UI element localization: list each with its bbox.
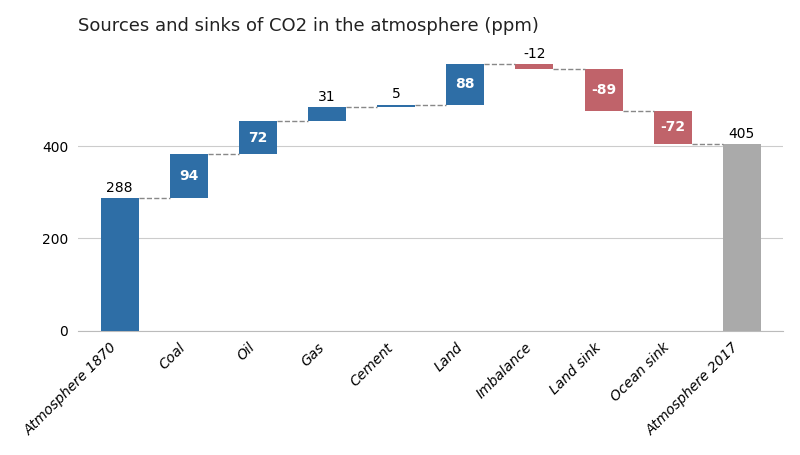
Text: Sources and sinks of CO2 in the atmosphere (ppm): Sources and sinks of CO2 in the atmosphe… — [78, 17, 539, 35]
Bar — [308, 107, 346, 121]
Text: -89: -89 — [591, 83, 616, 97]
Bar — [170, 154, 208, 198]
Bar — [377, 105, 415, 107]
Bar — [101, 198, 138, 331]
Text: 31: 31 — [318, 90, 336, 104]
Text: 405: 405 — [729, 126, 755, 141]
Text: 288: 288 — [106, 181, 133, 195]
Text: 94: 94 — [179, 169, 198, 183]
Bar — [446, 64, 484, 105]
Text: 72: 72 — [248, 131, 267, 145]
Text: 5: 5 — [392, 87, 401, 101]
Bar — [723, 144, 761, 331]
Text: -12: -12 — [523, 47, 546, 61]
Bar — [585, 70, 622, 111]
Bar — [654, 111, 692, 144]
Text: 88: 88 — [455, 77, 475, 91]
Bar — [515, 64, 554, 70]
Bar — [239, 121, 277, 154]
Text: -72: -72 — [660, 120, 686, 134]
